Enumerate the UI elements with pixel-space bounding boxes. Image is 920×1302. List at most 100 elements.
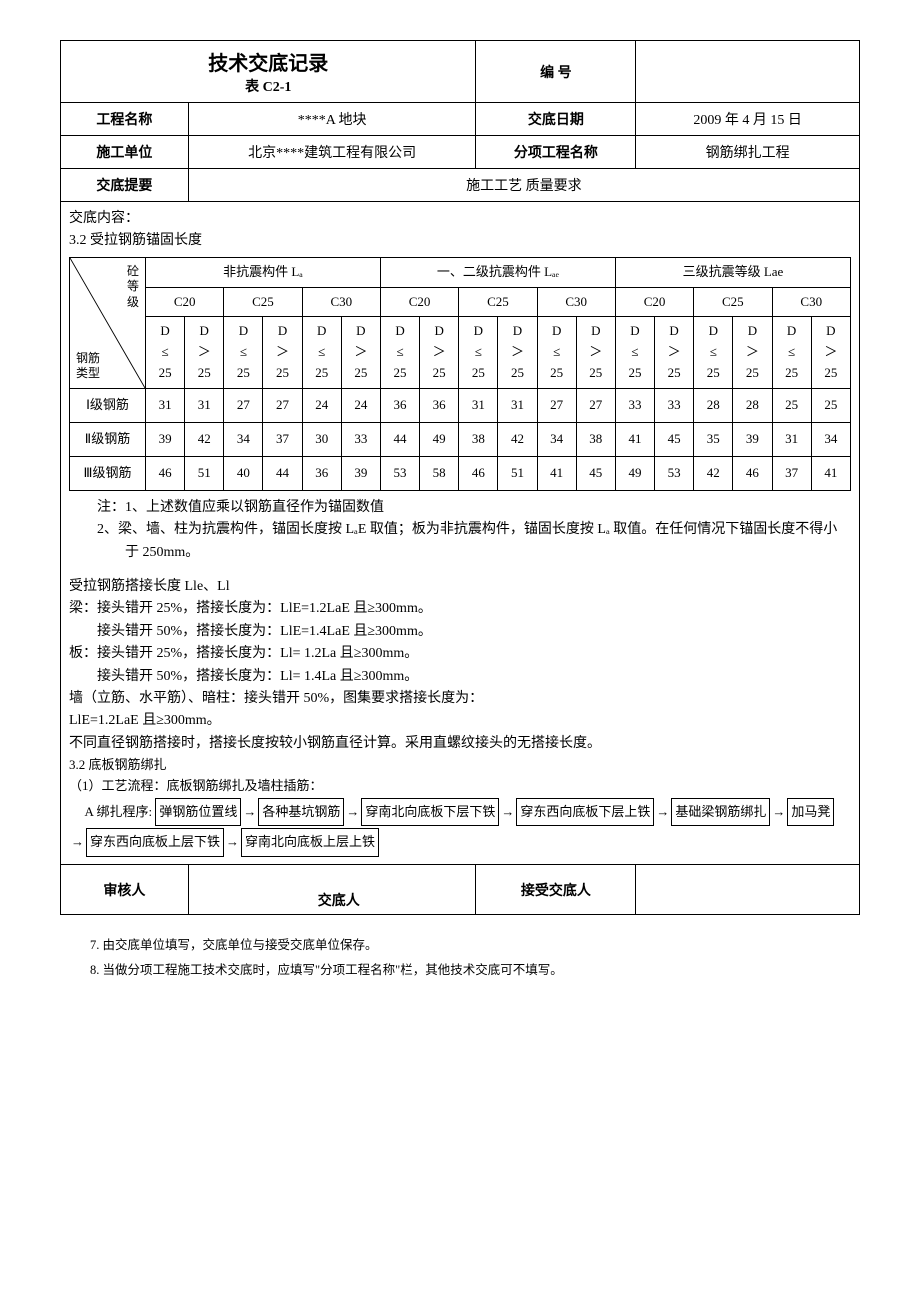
arrow-icon: → [241,800,258,825]
data-cell: 27 [224,388,263,422]
data-cell: 38 [459,422,498,456]
data-cell: 58 [420,456,459,490]
flow-step: 基础梁钢筋绑扎 [671,798,770,827]
data-cell: 25 [811,388,850,422]
splice-l6: LlE=1.2LaE 且≥300mm。 [69,710,851,732]
note-1: 注：1、上述数值应乘以钢筋直径作为锚固数值 [69,497,851,519]
project-name-label: 工程名称 [61,103,189,136]
data-cell: 42 [694,456,733,490]
summary-value: 施工工艺 质量要求 [188,169,859,202]
leaf-header: D≤25 [694,317,733,388]
sub-header: C25 [694,287,772,317]
splice-l3: 板：接头错开 25%，搭接长度为：Ll= 1.2La 且≥300mm。 [69,643,851,665]
data-cell: 53 [655,456,694,490]
data-cell: 45 [655,422,694,456]
group-header: 三级抗震等级 Lae [615,257,850,287]
data-cell: 30 [302,422,341,456]
sub-header: C20 [146,287,224,317]
table-row: Ⅰ级钢筋313127272424363631312727333328282525 [70,388,851,422]
sec32-p1: （1）工艺流程：底板钢筋绑扎及墙柱插筋： [69,776,851,797]
arrow-icon: → [224,830,241,855]
sub-header: C30 [537,287,615,317]
row-label: Ⅱ级钢筋 [70,422,146,456]
flow-step: 各种基坑钢筋 [258,798,344,827]
leaf-header: D＞25 [576,317,615,388]
row-label: Ⅲ级钢筋 [70,456,146,490]
leaf-header: D≤25 [459,317,498,388]
disclosor-label: 交底人 [318,890,360,910]
data-cell: 28 [694,388,733,422]
arrow-icon: → [69,830,86,855]
table-row: Ⅱ级钢筋394234373033444938423438414535393134 [70,422,851,456]
data-cell: 27 [263,388,302,422]
flow-step: 穿东西向底板下层上铁 [516,798,654,827]
unit-label: 施工单位 [61,136,189,169]
data-cell: 41 [537,456,576,490]
diag-bottom: 钢筋类型 [76,351,100,382]
row-label: Ⅰ级钢筋 [70,388,146,422]
date-label: 交底日期 [476,103,636,136]
leaf-header: D＞25 [811,317,850,388]
data-cell: 44 [380,422,419,456]
doc-subtitle: 表 C2-1 [69,76,467,96]
splice-l1: 梁：接头错开 25%，搭接长度为：LlE=1.2LaE 且≥300mm。 [69,598,851,620]
leaf-header: D＞25 [498,317,537,388]
data-cell: 44 [263,456,302,490]
leaf-header: D≤25 [146,317,185,388]
data-cell: 46 [459,456,498,490]
leaf-header: D＞25 [263,317,302,388]
splice-l4: 接头错开 50%，搭接长度为：Ll= 1.4La 且≥300mm。 [69,666,851,688]
data-cell: 25 [772,388,811,422]
data-cell: 49 [420,422,459,456]
data-cell: 27 [537,388,576,422]
data-cell: 31 [498,388,537,422]
splice-l5: 墙（立筋、水平筋）、暗柱：接头错开 50%，图集要求搭接长度为： [69,688,851,710]
data-cell: 34 [811,422,850,456]
sub-header: C25 [224,287,302,317]
arrow-icon: → [344,800,361,825]
notes: 注：1、上述数值应乘以钢筋直径作为锚固数值 2、梁、墙、柱为抗震构件，锚固长度按… [69,497,851,564]
diag-top: 砼等级 [127,264,139,311]
data-cell: 36 [380,388,419,422]
leaf-header: D≤25 [772,317,811,388]
sub-header: C30 [302,287,380,317]
flow-step: 穿南北向底板下层下铁 [361,798,499,827]
data-cell: 35 [694,422,733,456]
diag-header: 砼等级 钢筋类型 [70,257,146,388]
project-name-value: ****A 地块 [188,103,476,136]
title-row: 技术交底记录 表 C2-1 编 号 [61,41,860,103]
leaf-header: D≤25 [302,317,341,388]
leaf-header: D＞25 [341,317,380,388]
note-2: 2、梁、墙、柱为抗震构件，锚固长度按 LₐE 取值；板为非抗震构件，锚固长度按 … [69,519,851,564]
leaf-header: D≤25 [224,317,263,388]
section-title: 3.2 受拉钢筋锚固长度 [69,230,851,252]
data-cell: 33 [615,388,654,422]
data-cell: 31 [459,388,498,422]
data-cell: 49 [615,456,654,490]
flow-step: 弹钢筋位置线 [155,798,241,827]
doc-title: 技术交底记录 [69,47,467,76]
data-cell: 36 [420,388,459,422]
sub-header: C20 [380,287,458,317]
flow-sequence: A 绑扎程序: 弹钢筋位置线→各种基坑钢筋→穿南北向底板下层下铁→穿东西向底板下… [69,797,851,858]
receiver-label: 接受交底人 [476,865,636,915]
leaf-header: D＞25 [655,317,694,388]
content-heading: 交底内容： [69,208,851,230]
data-cell: 27 [576,388,615,422]
data-cell: 31 [772,422,811,456]
content-cell: 交底内容： 3.2 受拉钢筋锚固长度 砼等级 钢筋类型 非抗震构件 Lₐ 一、二… [61,202,860,865]
group-header: 一、二级抗震构件 Lₐₑ [380,257,615,287]
unit-value: 北京****建筑工程有限公司 [188,136,476,169]
data-cell: 37 [263,422,302,456]
seq-label: A 绑扎程序: [69,804,155,819]
data-cell: 24 [341,388,380,422]
data-cell: 40 [224,456,263,490]
table-row: Ⅲ级钢筋465140443639535846514145495342463741 [70,456,851,490]
data-cell: 34 [537,422,576,456]
sub-header: C30 [772,287,851,317]
receiver-value [636,865,860,915]
flow-step: 穿南北向底板上层上铁 [241,828,379,857]
data-cell: 42 [498,422,537,456]
data-cell: 34 [224,422,263,456]
footnote-7: 7. 由交底单位填写，交底单位与接受交底单位保存。 [90,933,860,958]
